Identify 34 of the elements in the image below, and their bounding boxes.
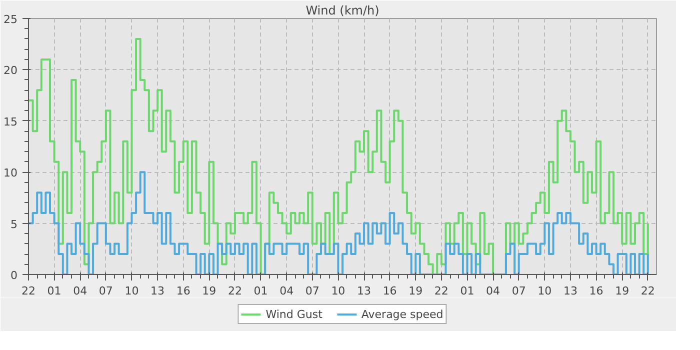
x-tick-label: 07 — [305, 284, 320, 298]
x-tick-label: 13 — [357, 284, 372, 298]
x-tick-label: 13 — [563, 284, 578, 298]
chart-title: Wind (km/h) — [306, 4, 380, 18]
x-tick-label: 19 — [408, 284, 423, 298]
x-tick-label: 22 — [22, 284, 36, 298]
x-tick-label: 01 — [47, 284, 62, 298]
legend-label: Average speed — [361, 307, 444, 321]
legend-label: Wind Gust — [266, 307, 322, 321]
x-tick-label: 04 — [73, 284, 88, 298]
x-tick-label: 22 — [640, 284, 655, 298]
x-tick-label: 10 — [124, 284, 139, 298]
x-tick-label: 22 — [434, 284, 448, 298]
y-tick-label: 5 — [10, 218, 18, 231]
y-tick-label: 0 — [10, 269, 18, 282]
y-tick-label: 25 — [4, 13, 18, 26]
y-tick-label: 10 — [4, 166, 18, 180]
x-tick-label: 10 — [538, 284, 552, 298]
x-tick-label: 16 — [589, 284, 604, 298]
x-tick-label: 04 — [280, 284, 294, 298]
x-tick-label: 04 — [486, 284, 500, 298]
x-tick-label: 19 — [615, 284, 630, 298]
y-tick-label: 20 — [4, 64, 18, 78]
x-tick-label: 16 — [382, 284, 397, 298]
x-tick-label: 13 — [150, 284, 165, 298]
x-tick-label: 10 — [331, 284, 346, 298]
x-tick-label: 07 — [512, 284, 526, 298]
x-tick-label: 01 — [254, 284, 268, 298]
y-tick-label: 15 — [4, 115, 18, 128]
x-tick-label: 16 — [176, 284, 190, 298]
x-tick-label: 22 — [228, 284, 242, 298]
x-tick-label: 01 — [460, 284, 474, 298]
x-tick-label: 19 — [202, 284, 216, 298]
x-tick-label: 07 — [98, 284, 113, 298]
